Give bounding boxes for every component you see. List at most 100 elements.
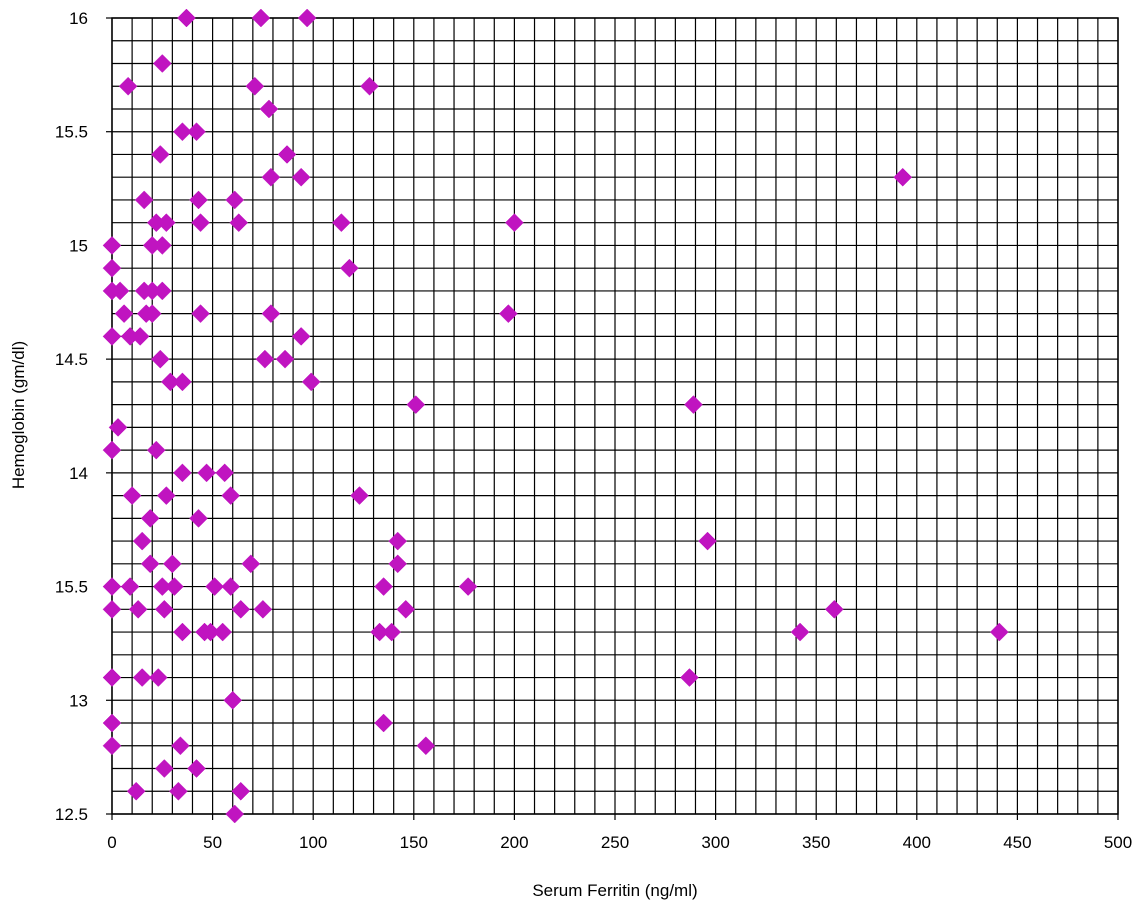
y-tick-label: 15.5 bbox=[55, 578, 88, 597]
x-axis-ticks: 0 50 100 150 200 250 300 350 400 450 500 bbox=[107, 814, 1132, 852]
data-point bbox=[291, 327, 311, 346]
data-point bbox=[253, 599, 273, 619]
data-point bbox=[261, 304, 281, 324]
x-tick-label: 0 bbox=[107, 833, 116, 852]
data-point bbox=[388, 554, 408, 574]
data-point bbox=[189, 508, 208, 528]
data-points bbox=[102, 8, 1009, 824]
x-tick-label: 400 bbox=[903, 833, 931, 852]
data-point bbox=[205, 577, 224, 596]
data-point bbox=[505, 213, 524, 233]
data-point bbox=[790, 622, 810, 642]
x-tick-label: 500 bbox=[1104, 833, 1132, 852]
data-point bbox=[118, 76, 138, 96]
data-point bbox=[142, 304, 162, 324]
data-point bbox=[350, 486, 369, 505]
y-tick-label: 14.5 bbox=[55, 350, 88, 369]
data-point bbox=[130, 327, 150, 346]
y-tick-label: 14 bbox=[69, 464, 88, 483]
data-point bbox=[396, 599, 416, 619]
data-point bbox=[191, 304, 210, 324]
data-point bbox=[152, 281, 172, 301]
data-point bbox=[132, 531, 152, 551]
data-point bbox=[332, 213, 351, 233]
data-point bbox=[154, 599, 174, 619]
data-point bbox=[108, 418, 128, 437]
data-point bbox=[223, 690, 243, 710]
data-point bbox=[680, 668, 699, 687]
data-point bbox=[698, 531, 717, 551]
data-point bbox=[163, 554, 182, 574]
data-point bbox=[152, 54, 172, 73]
x-axis-title: Serum Ferritin (ng/ml) bbox=[532, 881, 697, 900]
data-point bbox=[251, 8, 271, 28]
data-point bbox=[191, 213, 210, 233]
data-point bbox=[213, 622, 233, 642]
data-point bbox=[406, 395, 426, 414]
y-tick-label: 16 bbox=[69, 9, 88, 28]
data-point bbox=[102, 440, 122, 460]
y-tick-label: 15.5 bbox=[55, 123, 88, 142]
y-tick-label: 12.5 bbox=[55, 805, 88, 824]
data-point bbox=[134, 190, 154, 210]
y-axis-title: Hemoglobin (gm/dl) bbox=[9, 341, 28, 489]
data-point bbox=[241, 554, 261, 574]
x-tick-label: 250 bbox=[601, 833, 629, 852]
data-point bbox=[132, 668, 152, 687]
data-point bbox=[259, 99, 279, 119]
x-tick-label: 100 bbox=[299, 833, 327, 852]
data-point bbox=[102, 577, 122, 596]
data-point bbox=[110, 281, 130, 301]
data-point bbox=[416, 736, 436, 756]
data-point bbox=[146, 440, 166, 460]
data-point bbox=[187, 759, 206, 778]
data-point bbox=[173, 372, 192, 392]
data-point bbox=[187, 122, 206, 142]
data-point bbox=[229, 213, 249, 233]
data-point bbox=[102, 668, 122, 687]
data-point bbox=[102, 599, 122, 619]
data-point bbox=[165, 577, 184, 596]
data-point bbox=[173, 122, 192, 142]
data-point bbox=[255, 349, 275, 369]
data-point bbox=[261, 167, 281, 187]
data-point bbox=[989, 622, 1009, 642]
data-point bbox=[102, 327, 122, 346]
data-point bbox=[360, 76, 379, 96]
data-point bbox=[388, 531, 408, 551]
data-point bbox=[340, 258, 359, 278]
data-point bbox=[231, 599, 251, 619]
data-point bbox=[225, 804, 245, 824]
data-point bbox=[499, 304, 518, 324]
data-point bbox=[197, 463, 216, 483]
data-point bbox=[374, 577, 393, 596]
data-point bbox=[122, 486, 142, 505]
y-tick-label: 15 bbox=[69, 236, 88, 255]
data-point bbox=[301, 372, 321, 392]
data-point bbox=[291, 167, 311, 187]
data-point bbox=[156, 213, 176, 233]
data-point bbox=[169, 781, 188, 801]
data-point bbox=[297, 8, 317, 28]
data-point bbox=[102, 258, 122, 278]
data-point bbox=[824, 599, 844, 619]
data-point bbox=[893, 167, 913, 187]
data-point bbox=[150, 349, 170, 369]
data-point bbox=[148, 668, 168, 687]
data-point bbox=[114, 304, 134, 324]
data-point bbox=[458, 577, 478, 596]
data-point bbox=[128, 599, 148, 619]
x-tick-label: 150 bbox=[400, 833, 428, 852]
x-tick-label: 50 bbox=[203, 833, 222, 852]
data-point bbox=[684, 395, 703, 414]
data-point bbox=[102, 713, 122, 733]
y-axis-ticks: 12.5 13 15.5 14 14.5 15 15.5 16 bbox=[55, 9, 112, 824]
data-point bbox=[126, 781, 146, 801]
grid-lines bbox=[111, 17, 1119, 815]
data-point bbox=[156, 486, 176, 505]
data-point bbox=[215, 463, 235, 483]
data-point bbox=[221, 577, 241, 596]
data-point bbox=[154, 759, 174, 778]
data-point bbox=[277, 145, 297, 164]
